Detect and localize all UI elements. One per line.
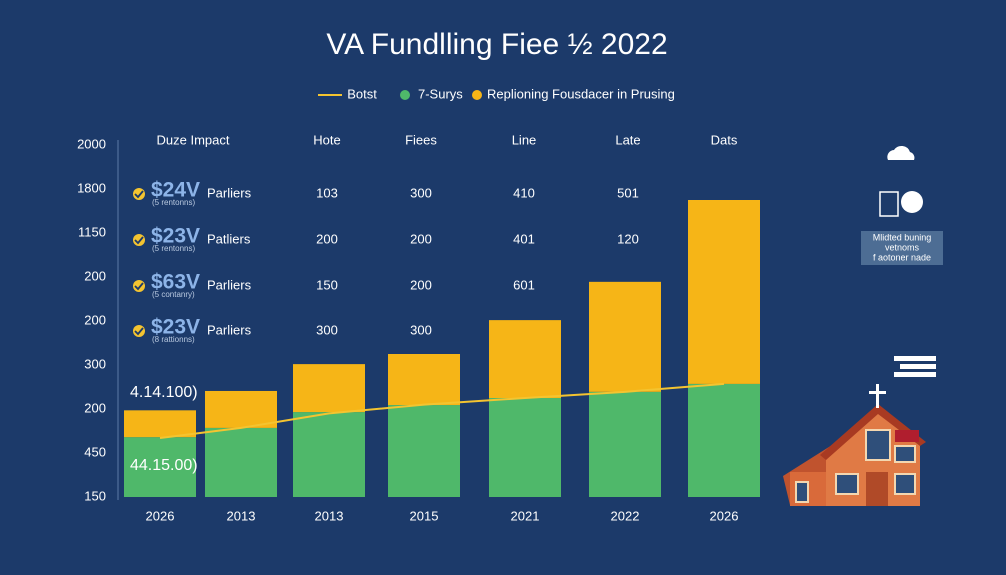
- table-cell: 300: [410, 322, 432, 337]
- y-tick-label: 450: [84, 444, 106, 459]
- check-mark: [134, 190, 144, 199]
- bar-segment: [293, 364, 365, 413]
- table-cell: 501: [617, 185, 639, 200]
- y-tick-label: 2000: [77, 136, 106, 151]
- legend-swatch: [400, 90, 410, 100]
- annotation: 4.14.100): [130, 384, 198, 401]
- row-label: Parliers: [207, 277, 252, 292]
- bar-segment: [124, 437, 196, 497]
- side-note: vetnoms: [885, 242, 920, 252]
- x-tick-label: 2021: [511, 508, 540, 523]
- x-tick-label: 2013: [227, 508, 256, 523]
- legend-label: Replioning Fousdacer in Prusing: [487, 86, 675, 101]
- table-header: Fiees: [405, 132, 437, 147]
- table-header: Line: [512, 132, 537, 147]
- table-cell: 103: [316, 185, 338, 200]
- amount: $23V: [151, 316, 200, 339]
- legend-label: 7-Surys: [418, 86, 463, 101]
- side-note: Mlidted buning: [873, 232, 932, 242]
- amount-note: (5 contanry): [152, 290, 195, 299]
- table-cell: 120: [617, 231, 639, 246]
- bar-segment: [589, 281, 661, 392]
- icons: [861, 145, 943, 377]
- bar-segment: [388, 354, 460, 406]
- annotation: 44.15.00): [130, 457, 198, 474]
- check-icon: [133, 234, 145, 246]
- table-cell: 410: [513, 185, 535, 200]
- y-tick-label: 200: [84, 268, 106, 283]
- table-header: Hote: [313, 132, 340, 147]
- amount-note: (8 rattionns): [152, 335, 195, 344]
- check-icon: [133, 325, 145, 337]
- amount: $23V: [151, 225, 200, 248]
- table-header: Duze Impact: [157, 132, 230, 147]
- x-tick-label: 2022: [611, 508, 640, 523]
- table-cell: 300: [410, 185, 432, 200]
- y-tick-label: 1800: [77, 180, 106, 195]
- table-cell: 300: [316, 322, 338, 337]
- x-tick-label: 2013: [315, 508, 344, 523]
- x-tick-label: 2015: [410, 508, 439, 523]
- check-mark: [134, 282, 144, 291]
- house-illustration: [783, 384, 926, 506]
- bar-segment: [688, 383, 760, 497]
- x-tick-label: 2026: [146, 508, 175, 523]
- y-tick-label: 300: [84, 356, 106, 371]
- bar-segment: [124, 410, 196, 438]
- amount-note: (5 rentonns): [152, 198, 195, 207]
- bar-segment: [293, 412, 365, 497]
- row-label: Patliers: [207, 231, 251, 246]
- bar-segment: [388, 405, 460, 497]
- legend-swatch: [472, 90, 482, 100]
- x-tick-label: 2026: [710, 508, 739, 523]
- amount: $24V: [151, 179, 200, 202]
- table-cell: 601: [513, 277, 535, 292]
- bar-segment: [205, 390, 277, 428]
- table-cell: 200: [316, 231, 338, 246]
- y-tick-label: 1150: [78, 224, 106, 239]
- bar-segment: [688, 200, 760, 384]
- legend-label: Botst: [347, 86, 377, 101]
- amount: $63V: [151, 271, 200, 294]
- y-tick-label: 200: [84, 312, 106, 327]
- line: [159, 382, 725, 440]
- table-cell: 200: [410, 231, 432, 246]
- chart-title: VA Fundlling Fiee ½ 2022: [326, 28, 667, 61]
- side-note: f aotoner nade: [873, 252, 931, 262]
- row-label: Parliers: [207, 185, 252, 200]
- bar-segment: [589, 391, 661, 497]
- y-tick-label: 200: [84, 400, 106, 415]
- table-header: Dats: [711, 132, 738, 147]
- row-label: Parliers: [207, 322, 252, 337]
- bar-segment: [205, 427, 277, 497]
- check-icon: [133, 188, 145, 200]
- table-cell: 150: [316, 277, 338, 292]
- check-mark: [134, 327, 144, 336]
- amount-note: (5 rentonns): [152, 244, 195, 253]
- bar-segment: [489, 398, 561, 497]
- table-cell: 401: [513, 231, 535, 246]
- check-mark: [134, 236, 144, 245]
- check-icon: [133, 280, 145, 292]
- bar-segment: [489, 320, 561, 398]
- table-header: Late: [615, 132, 640, 147]
- y-tick-label: 150: [84, 488, 106, 503]
- table-cell: 200: [410, 277, 432, 292]
